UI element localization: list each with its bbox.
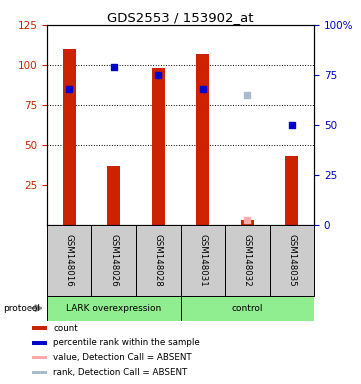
- Point: [111, 64, 117, 70]
- Point: [200, 86, 206, 92]
- Text: GSM148016: GSM148016: [65, 234, 74, 286]
- Bar: [225, 225, 270, 296]
- Text: percentile rank within the sample: percentile rank within the sample: [53, 338, 200, 348]
- Title: GDS2553 / 153902_at: GDS2553 / 153902_at: [107, 11, 254, 24]
- Text: GSM148031: GSM148031: [198, 234, 207, 286]
- Bar: [32, 326, 47, 330]
- Bar: [32, 356, 47, 359]
- Point: [66, 86, 72, 92]
- Bar: [91, 225, 136, 296]
- Bar: [240, 220, 254, 225]
- Bar: [47, 225, 91, 296]
- Text: GSM148028: GSM148028: [154, 234, 163, 286]
- Text: GSM148032: GSM148032: [243, 234, 252, 286]
- Point: [244, 92, 250, 98]
- Text: GSM148026: GSM148026: [109, 234, 118, 286]
- Point: [289, 122, 295, 128]
- Point: [155, 72, 161, 78]
- Bar: [285, 156, 299, 225]
- Text: control: control: [231, 304, 263, 313]
- Bar: [152, 68, 165, 225]
- Bar: [136, 225, 180, 296]
- Text: rank, Detection Call = ABSENT: rank, Detection Call = ABSENT: [53, 368, 187, 377]
- Text: GSM148035: GSM148035: [287, 234, 296, 286]
- Bar: [107, 166, 120, 225]
- Bar: [32, 371, 47, 374]
- Text: LARK overexpression: LARK overexpression: [66, 304, 161, 313]
- Bar: [47, 296, 180, 321]
- Bar: [32, 341, 47, 344]
- Text: count: count: [53, 324, 78, 333]
- Bar: [62, 49, 76, 225]
- Bar: [180, 225, 225, 296]
- Text: value, Detection Call = ABSENT: value, Detection Call = ABSENT: [53, 353, 192, 362]
- Bar: [196, 54, 209, 225]
- Point: [244, 217, 250, 223]
- Bar: [180, 296, 314, 321]
- Text: protocol: protocol: [4, 304, 40, 313]
- Bar: [270, 225, 314, 296]
